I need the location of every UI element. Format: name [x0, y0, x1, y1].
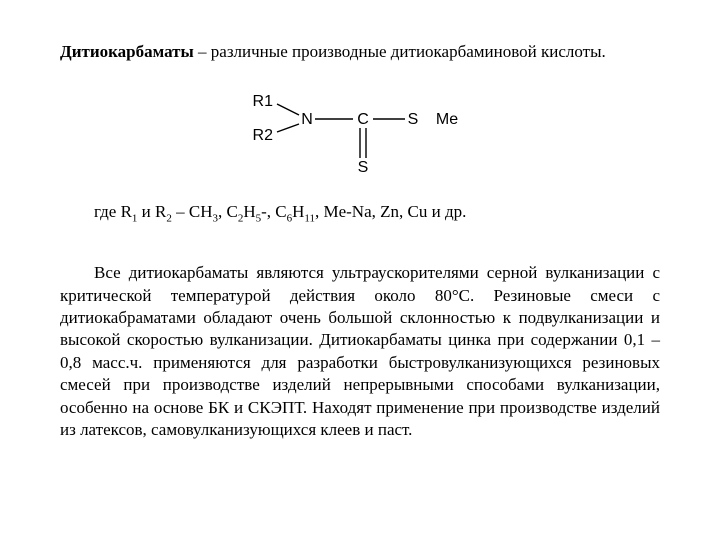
label-r1: R1 [253, 93, 274, 110]
page: Дитиокарбаматы – различные производные д… [0, 0, 720, 540]
label-me: Me [436, 111, 458, 128]
where-c6-sub2: 11 [304, 212, 315, 224]
formula-svg: R1 R2 N C S S Me [245, 82, 475, 178]
label-r2: R2 [253, 127, 274, 144]
where-c2-tail: -, C [261, 202, 287, 221]
where-tail: , Me-Na, Zn, Cu и др. [315, 202, 466, 221]
bond-r1-n [277, 104, 299, 115]
intro-line: Дитиокарбаматы – различные производные д… [60, 41, 660, 64]
label-n: N [301, 111, 313, 128]
term-bold: Дитиокарбаматы [60, 42, 194, 61]
where-c6-h: H [292, 202, 304, 221]
structural-formula: R1 R2 N C S S Me [60, 82, 660, 183]
label-c: C [357, 111, 369, 128]
label-s-bottom: S [358, 159, 369, 176]
where-c2-h: H [243, 202, 255, 221]
bond-r2-n [277, 124, 299, 132]
body-paragraph: Все дитиокарбаматы являются ультраускори… [60, 262, 660, 442]
where-prefix: где R [94, 202, 132, 221]
where-c2: , C [218, 202, 238, 221]
where-after-r: – CH [172, 202, 213, 221]
where-mid1: и R [137, 202, 166, 221]
intro-rest: – различные производные дитиокарбаминово… [194, 42, 606, 61]
label-s-top: S [408, 111, 419, 128]
where-line: где R1 и R2 – CH3, C2H5-, C6H11, Me-Na, … [60, 201, 660, 226]
